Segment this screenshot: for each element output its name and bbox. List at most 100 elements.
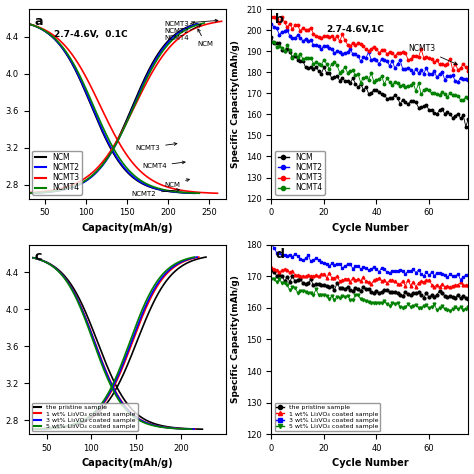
Legend: NCM, NCMT2, NCMT3, NCMT4: NCM, NCMT2, NCMT3, NCMT4	[33, 151, 82, 195]
NCMT4	[339, 68, 345, 73]
NCM	[400, 97, 406, 102]
Y-axis label: Specific Capacity(mAh/g): Specific Capacity(mAh/g)	[231, 275, 240, 403]
NCMT3	[395, 50, 401, 56]
the pristine sample	[269, 267, 274, 273]
NCM	[269, 35, 274, 40]
3 wt% Li₃VO₄ coated sample	[269, 241, 274, 247]
Legend: the pristine sample, 1 wt% Li₃VO₄ coated sample, 3 wt% Li₃VO₄ coated sample, 5 w: the pristine sample, 1 wt% Li₃VO₄ coated…	[274, 403, 380, 431]
Legend: NCM, NCMT2, NCMT3, NCMT4: NCM, NCMT2, NCMT3, NCMT4	[275, 151, 325, 195]
Text: NCMT3: NCMT3	[408, 44, 457, 64]
Text: NCMT4: NCMT4	[142, 161, 185, 169]
NCM	[395, 95, 401, 100]
Text: a: a	[35, 15, 43, 28]
3 wt% Li₃VO₄ coated sample	[426, 273, 432, 278]
5 wt% Li₃VO₄ coated sample	[271, 276, 277, 282]
X-axis label: Capacity(mAh/g): Capacity(mAh/g)	[82, 458, 173, 468]
1 wt% Li₃VO₄ coated sample	[400, 278, 406, 283]
the pristine sample	[337, 285, 343, 291]
5 wt% Li₃VO₄ coated sample	[374, 300, 379, 305]
Line: 5 wt% Li₃VO₄ coated sample: 5 wt% Li₃VO₄ coated sample	[270, 277, 470, 312]
3 wt% Li₃VO₄ coated sample	[400, 268, 406, 273]
Line: 3 wt% Li₃VO₄ coated sample: 3 wt% Li₃VO₄ coated sample	[270, 243, 470, 281]
NCMT4	[290, 55, 295, 61]
3 wt% Li₃VO₄ coated sample	[371, 264, 377, 270]
NCMT3	[287, 21, 292, 27]
1 wt% Li₃VO₄ coated sample	[371, 278, 377, 283]
Text: NCMT3: NCMT3	[136, 143, 177, 151]
1 wt% Li₃VO₄ coated sample	[426, 277, 432, 283]
Text: d: d	[275, 248, 284, 262]
NCM	[426, 107, 432, 113]
Text: NCM: NCM	[198, 29, 214, 47]
the pristine sample	[465, 296, 471, 301]
Text: NCMT3: NCMT3	[164, 19, 218, 27]
1 wt% Li₃VO₄ coated sample	[287, 269, 292, 275]
Text: NCMT2: NCMT2	[131, 189, 179, 197]
the pristine sample	[371, 290, 377, 295]
3 wt% Li₃VO₄ coated sample	[395, 268, 401, 274]
the pristine sample	[287, 279, 292, 284]
Text: 2.7-4.6V,1C: 2.7-4.6V,1C	[327, 25, 384, 34]
NCMT2	[287, 33, 292, 39]
3 wt% Li₃VO₄ coated sample	[458, 277, 464, 283]
the pristine sample	[400, 293, 406, 299]
NCMT2	[400, 66, 406, 72]
the pristine sample	[426, 294, 432, 300]
X-axis label: Cycle Number: Cycle Number	[332, 223, 408, 233]
NCMT3	[426, 55, 432, 61]
NCMT4	[429, 91, 435, 96]
NCMT2	[455, 79, 461, 85]
Text: NCMT2: NCMT2	[164, 22, 194, 34]
NCMT2	[371, 56, 377, 62]
NCMT4	[402, 84, 408, 90]
Line: NCM: NCM	[270, 36, 470, 128]
Text: 2.7-4.6V,  0.1C: 2.7-4.6V, 0.1C	[54, 30, 128, 39]
Line: NCMT4: NCMT4	[270, 41, 470, 101]
the pristine sample	[395, 290, 401, 295]
Text: NCM: NCM	[164, 179, 189, 188]
3 wt% Li₃VO₄ coated sample	[465, 273, 471, 278]
NCMT3	[465, 68, 471, 73]
NCMT3	[371, 44, 377, 49]
X-axis label: Cycle Number: Cycle Number	[332, 458, 408, 468]
NCMT4	[465, 95, 471, 101]
5 wt% Li₃VO₄ coated sample	[429, 304, 435, 310]
NCMT2	[337, 49, 343, 55]
NCMT3	[400, 49, 406, 55]
X-axis label: Capacity(mAh/g): Capacity(mAh/g)	[82, 223, 173, 233]
5 wt% Li₃VO₄ coated sample	[269, 276, 274, 282]
5 wt% Li₃VO₄ coated sample	[402, 304, 408, 310]
NCMT3	[269, 14, 274, 20]
NCMT4	[374, 77, 379, 82]
Text: c: c	[35, 250, 42, 264]
NCMT4	[458, 97, 464, 103]
Legend: the pristine sample, 1 wt% Li₃VO₄ coated sample, 3 wt% Li₃VO₄ coated sample, 5 w: the pristine sample, 1 wt% Li₃VO₄ coated…	[32, 403, 137, 431]
1 wt% Li₃VO₄ coated sample	[337, 278, 343, 284]
3 wt% Li₃VO₄ coated sample	[287, 252, 292, 257]
5 wt% Li₃VO₄ coated sample	[447, 308, 453, 314]
5 wt% Li₃VO₄ coated sample	[397, 304, 403, 310]
1 wt% Li₃VO₄ coated sample	[395, 281, 401, 287]
Line: the pristine sample: the pristine sample	[270, 268, 470, 300]
NCMT2	[269, 21, 274, 27]
Y-axis label: Specific Capacity(mAh/g): Specific Capacity(mAh/g)	[231, 40, 240, 168]
1 wt% Li₃VO₄ coated sample	[269, 264, 274, 270]
3 wt% Li₃VO₄ coated sample	[337, 261, 343, 267]
Line: 1 wt% Li₃VO₄ coated sample: 1 wt% Li₃VO₄ coated sample	[270, 265, 470, 289]
Text: NCMT4: NCMT4	[164, 25, 201, 41]
Text: b: b	[275, 13, 284, 26]
Line: NCMT2: NCMT2	[270, 22, 470, 83]
NCMT3	[337, 38, 343, 44]
1 wt% Li₃VO₄ coated sample	[437, 284, 442, 290]
5 wt% Li₃VO₄ coated sample	[465, 304, 471, 310]
5 wt% Li₃VO₄ coated sample	[290, 284, 295, 290]
NCMT2	[465, 77, 471, 82]
NCMT2	[426, 72, 432, 77]
5 wt% Li₃VO₄ coated sample	[339, 293, 345, 299]
NCMT4	[269, 40, 274, 46]
NCM	[371, 87, 377, 93]
NCMT4	[397, 83, 403, 89]
NCM	[465, 116, 471, 121]
1 wt% Li₃VO₄ coated sample	[465, 283, 471, 288]
NCM	[337, 78, 343, 83]
